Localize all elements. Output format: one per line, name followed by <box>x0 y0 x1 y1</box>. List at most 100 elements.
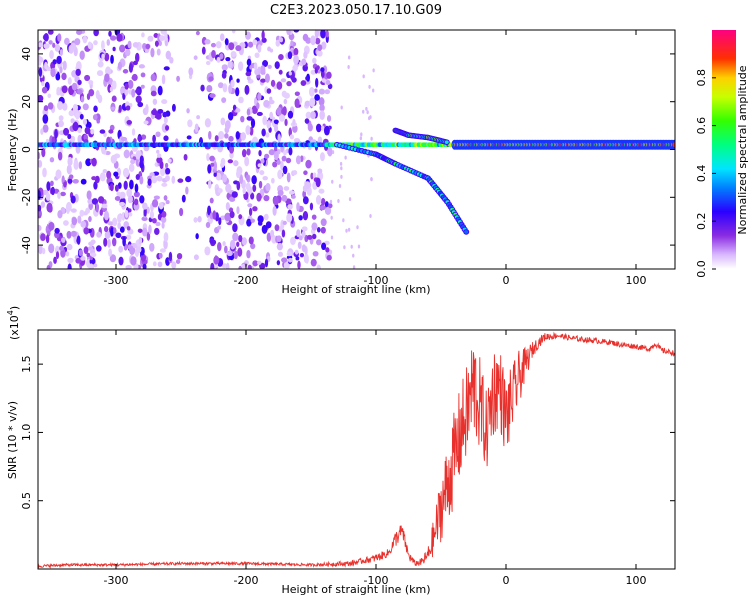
noise-cell <box>142 202 148 210</box>
spectrogram-y-ticks: -40 -20 0 20 40 <box>20 47 675 254</box>
x-tick-label: -300 <box>104 274 129 287</box>
noise-cell <box>128 63 134 73</box>
noise-cell <box>55 169 62 180</box>
noise-cell <box>268 126 272 133</box>
noise-cell <box>229 151 234 159</box>
noise-cell <box>238 214 243 220</box>
noise-cell <box>265 183 271 192</box>
noise-cell <box>262 115 268 126</box>
noise-cell <box>116 33 123 42</box>
noise-cell <box>91 198 99 205</box>
noise-cell <box>71 217 78 226</box>
noise-cell <box>126 119 133 125</box>
noise-cell <box>63 181 67 188</box>
noise-cell <box>207 164 212 174</box>
noise-cell <box>218 130 225 140</box>
noise-cell <box>225 183 232 193</box>
noise-cell <box>78 249 83 257</box>
noise-cell <box>233 160 239 167</box>
noise-cell <box>125 105 131 111</box>
noise-cell <box>151 175 158 184</box>
noise-cell <box>160 216 167 224</box>
noise-cell <box>129 179 134 190</box>
x-tick-label: 100 <box>626 574 647 587</box>
noise-cell <box>238 234 243 243</box>
noise-cell <box>287 110 294 119</box>
noise-cell <box>48 221 55 231</box>
noise-cell <box>266 120 272 129</box>
noise-cell <box>152 134 156 143</box>
noise-cell <box>268 99 275 105</box>
noise-cell <box>320 218 327 227</box>
noise-cell <box>53 256 57 264</box>
noise-cell <box>45 192 51 201</box>
noise-cell <box>75 257 82 264</box>
noise-cell <box>352 265 356 269</box>
noise-cell <box>154 227 160 235</box>
noise-cell <box>246 108 251 116</box>
noise-cell <box>83 134 88 141</box>
noise-cell <box>286 30 291 36</box>
noise-cell <box>78 161 83 170</box>
noise-cell <box>149 210 155 219</box>
snr-y-ticks: 0.5 1.0 1.5 <box>20 355 675 509</box>
noise-cell <box>41 86 48 94</box>
noise-cell <box>148 224 152 235</box>
noise-cell <box>315 77 319 88</box>
noise-cell <box>215 172 222 181</box>
noise-cell <box>56 86 61 96</box>
noise-cell <box>247 41 254 48</box>
noise-cell <box>310 258 317 267</box>
x-tick-label: 100 <box>626 274 647 287</box>
noise-cell <box>263 99 270 108</box>
noise-cell <box>235 131 240 140</box>
noise-cell <box>288 32 295 41</box>
noise-cell <box>41 147 46 158</box>
noise-cell <box>107 221 113 226</box>
noise-cell <box>209 197 214 204</box>
noise-cell <box>151 109 158 116</box>
noise-cell <box>244 156 250 167</box>
noise-cell <box>263 213 269 221</box>
noise-cell <box>312 172 317 179</box>
noise-cell <box>256 111 263 117</box>
noise-cell <box>326 115 332 122</box>
noise-cell <box>150 73 156 82</box>
noise-cell <box>195 30 200 36</box>
noise-cell <box>321 41 327 50</box>
noise-cell <box>171 175 176 184</box>
noise-cell <box>65 251 70 257</box>
noise-cell <box>326 71 332 79</box>
snr-y-label: SNR (10 * v/v) <box>6 401 19 479</box>
noise-cell <box>281 229 286 238</box>
noise-cell <box>238 96 244 104</box>
noise-cell <box>108 129 114 134</box>
noise-cell <box>135 52 140 63</box>
noise-cell <box>325 30 329 38</box>
noise-cell <box>42 167 47 178</box>
noise-cell <box>125 264 132 269</box>
noise-cell <box>50 186 55 196</box>
noise-cell <box>284 118 288 127</box>
noise-cell <box>59 245 64 251</box>
noise-cell <box>227 61 233 69</box>
noise-cell <box>210 262 215 269</box>
x-tick-label: -300 <box>104 574 129 587</box>
noise-cell <box>56 55 62 65</box>
noise-cell <box>109 35 117 41</box>
noise-cell <box>101 40 105 51</box>
spectrogram-x-ticks: -300 -200 -100 0 100 <box>104 30 647 287</box>
noise-cell <box>38 160 43 168</box>
noise-cell <box>246 116 253 121</box>
noise-cell <box>80 95 85 103</box>
noise-cell <box>264 258 269 268</box>
noise-cell <box>93 105 98 113</box>
noise-cell <box>276 235 282 243</box>
noise-cell <box>371 88 375 93</box>
noise-cell <box>154 40 159 47</box>
noise-cell <box>107 238 111 248</box>
noise-cell <box>123 180 128 190</box>
noise-cell <box>312 250 319 257</box>
noise-cell <box>87 41 92 49</box>
noise-cell <box>372 68 375 73</box>
